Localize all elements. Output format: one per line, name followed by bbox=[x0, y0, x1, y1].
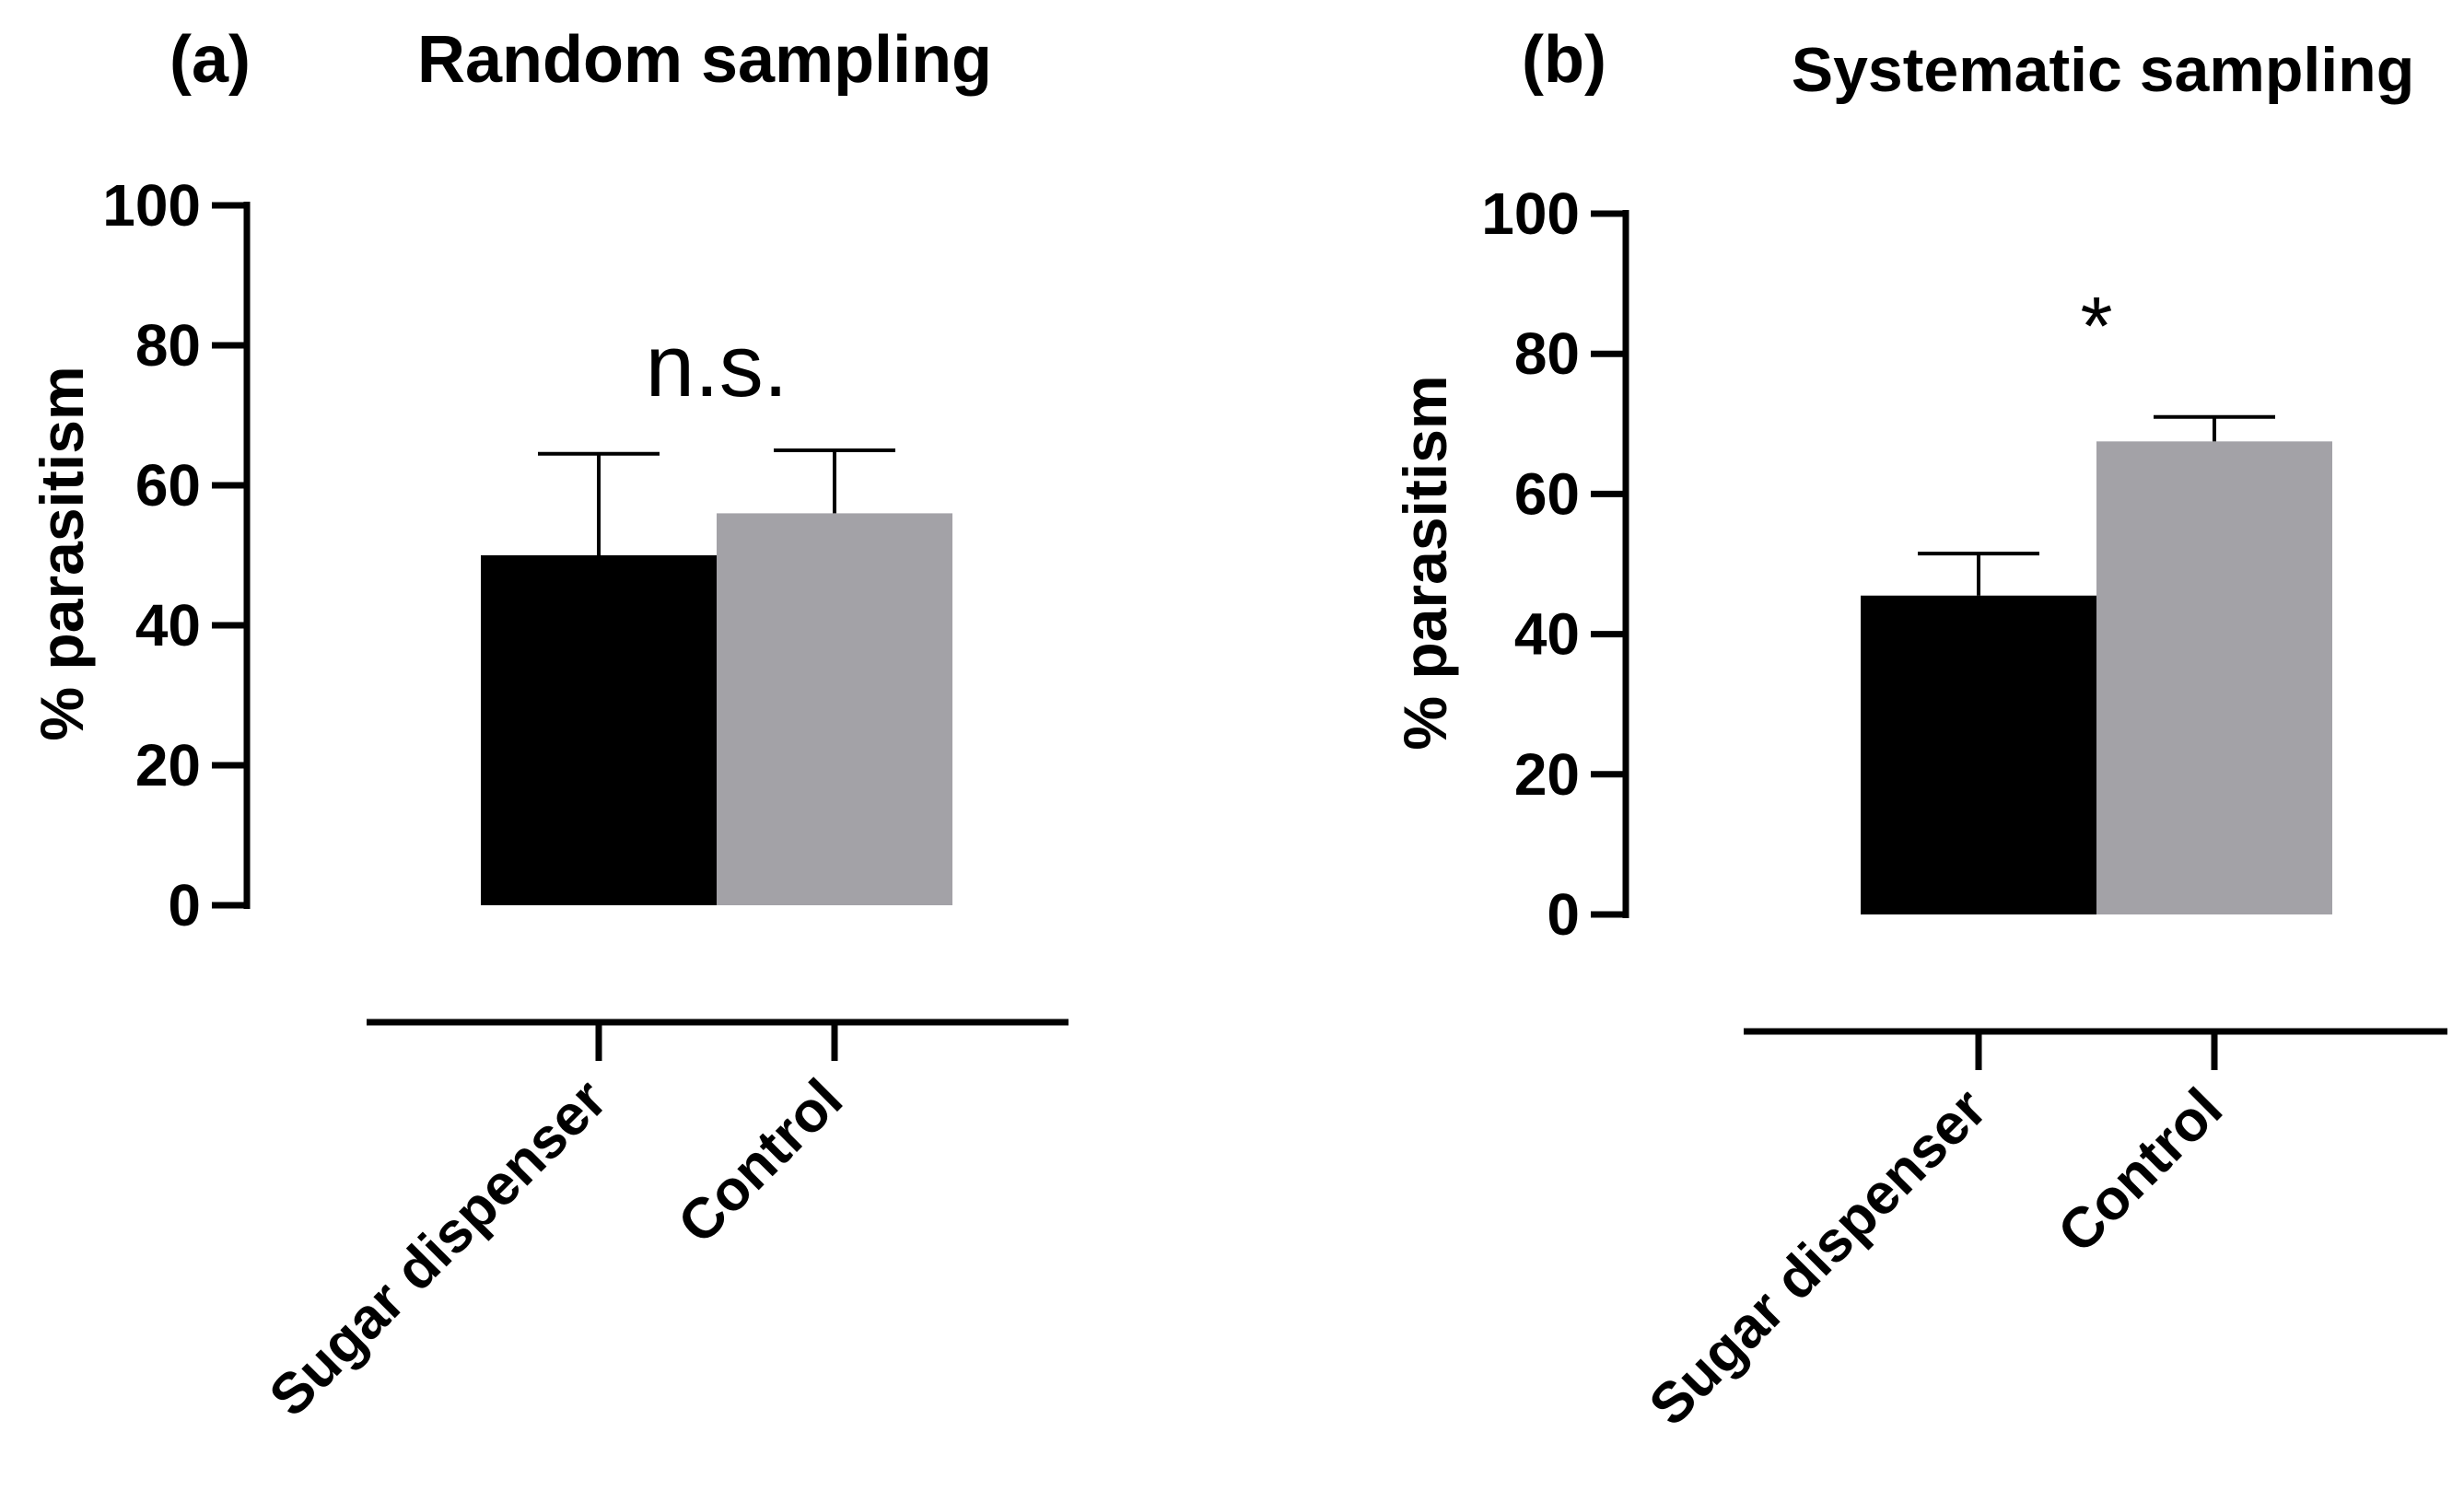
panel-b-y-tick-label-60: 60 bbox=[1514, 460, 1580, 527]
panel-b-x-tick-label-1: Control bbox=[2046, 1077, 2235, 1265]
panel-b-y-tick-label-20: 20 bbox=[1514, 741, 1580, 808]
panel-a: (a) Random sampling % parasitism 0 20 40 60… bbox=[28, 23, 1069, 1428]
panel-b-y-axis-label: % parasitism bbox=[1391, 375, 1459, 750]
panel-b-bar-1 bbox=[2096, 441, 2332, 914]
panel-a-x-tick-label-1: Control bbox=[666, 1067, 855, 1256]
panel-a-plot: 0 20 40 60 80 100 Sugar dispenser Control n.s. bbox=[102, 172, 1069, 1428]
panel-a-y-tick-label-20: 20 bbox=[135, 732, 201, 798]
panel-b-title: Systematic sampling bbox=[1792, 35, 2414, 105]
panel-b-significance-annotation: * bbox=[2080, 281, 2112, 373]
panel-a-y-tick-label-60: 60 bbox=[135, 452, 201, 518]
panel-a-significance-annotation: n.s. bbox=[646, 317, 788, 415]
panel-a-y-tick-label-80: 80 bbox=[135, 312, 201, 378]
panel-a-bar-1 bbox=[717, 513, 952, 905]
panel-b-y-tick-label-80: 80 bbox=[1514, 320, 1580, 387]
panel-a-y-tick-label-100: 100 bbox=[102, 172, 201, 239]
panel-b-plot: 0 20 40 60 80 100 Sugar dispenser Control * bbox=[1481, 180, 2447, 1438]
panel-b: (b) Systematic sampling % parasitism 0 20… bbox=[1391, 23, 2447, 1438]
panel-b-y-tick-label-0: 0 bbox=[1547, 881, 1580, 948]
panel-a-bar-0 bbox=[481, 555, 717, 905]
panel-a-y-axis-label: % parasitism bbox=[28, 366, 96, 740]
panel-b-y-tick-label-40: 40 bbox=[1514, 601, 1580, 668]
panel-b-bar-0 bbox=[1861, 595, 2096, 914]
panel-b-x-tick-label-0: Sugar dispenser bbox=[1638, 1077, 1999, 1438]
panel-a-x-tick-label-0: Sugar dispenser bbox=[258, 1067, 619, 1428]
panel-b-y-tick-label-100: 100 bbox=[1481, 180, 1580, 247]
panel-a-y-tick-label-40: 40 bbox=[135, 592, 201, 658]
panel-b-label: (b) bbox=[1522, 23, 1606, 97]
panel-a-title: Random sampling bbox=[417, 23, 992, 97]
panel-a-y-tick-label-0: 0 bbox=[168, 872, 201, 938]
panel-a-label: (a) bbox=[169, 23, 251, 97]
